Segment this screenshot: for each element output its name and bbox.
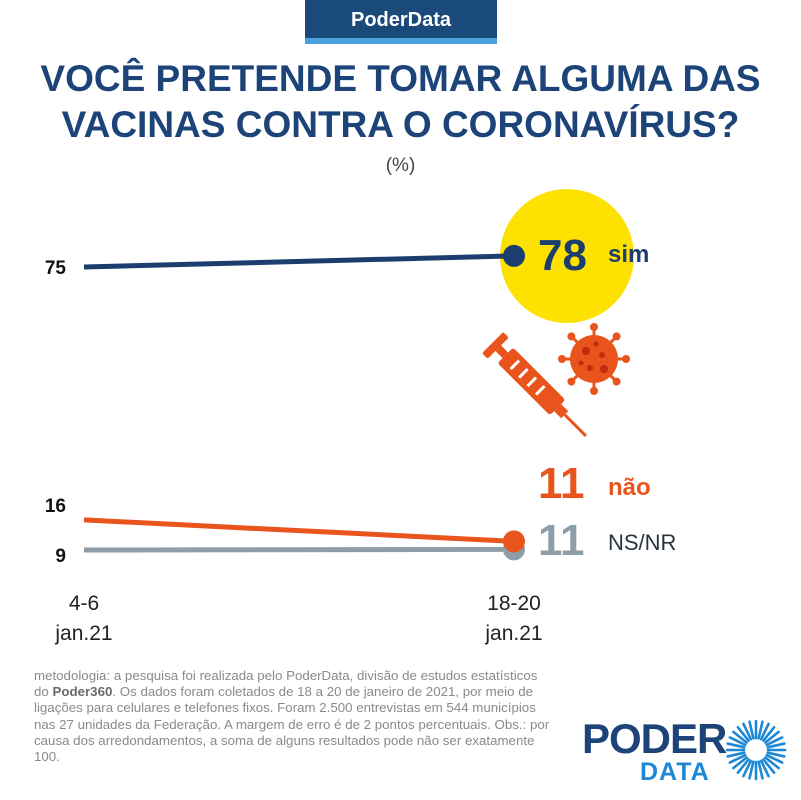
series-line-nao <box>83 517 515 544</box>
virus-icon <box>558 323 630 395</box>
end-value-nsnr: 11 <box>538 516 585 565</box>
logo-burst-icon <box>725 719 787 781</box>
x-tick-label-1-line-2: jan.21 <box>54 622 112 645</box>
chart-title: VOCÊ PRETENDE TOMAR ALGUMA DAS VACINAS C… <box>0 56 801 148</box>
line-chart: 75 16 9 78 sim 11 não 11 NS/NR 4-6 jan.21 18-20 jan… <box>45 189 676 645</box>
logo-word: PODER <box>582 715 727 762</box>
brand-tag: PoderData <box>305 0 497 38</box>
methodology-bold: Poder360 <box>52 684 113 700</box>
title-line-2: VACINAS CONTRA O CORONAVÍRUS? <box>61 104 740 145</box>
poderdata-logo: PODER DATA <box>582 718 792 790</box>
end-value-nao: 11 <box>538 459 585 508</box>
brand-tag-underline <box>305 38 497 44</box>
x-tick-label-2-line-1: 18-20 <box>487 592 541 615</box>
start-value-nao: 16 <box>45 496 66 517</box>
end-point-sim <box>503 244 525 267</box>
start-value-sim: 75 <box>45 258 67 279</box>
highlight-circle <box>500 189 634 323</box>
series-label-nao: não <box>608 474 651 501</box>
end-value-sim: 78 <box>538 231 587 280</box>
start-value-nsnr: 9 <box>55 546 66 567</box>
chart-unit: (%) <box>385 155 416 176</box>
series-line-nsnr <box>83 546 515 553</box>
end-point-nao <box>503 530 525 553</box>
series-line-sim <box>83 253 515 270</box>
x-tick-label-2-line-2: jan.21 <box>484 622 542 645</box>
logo-sub: DATA <box>640 758 710 786</box>
series-label-nsnr: NS/NR <box>608 530 676 555</box>
x-tick-label-1-line-1: 4-6 <box>69 592 99 615</box>
methodology-note: metodologia: a pesquisa foi realizada pe… <box>34 668 550 765</box>
series-label-sim: sim <box>608 241 649 268</box>
title-line-1: VOCÊ PRETENDE TOMAR ALGUMA DAS <box>40 58 761 99</box>
